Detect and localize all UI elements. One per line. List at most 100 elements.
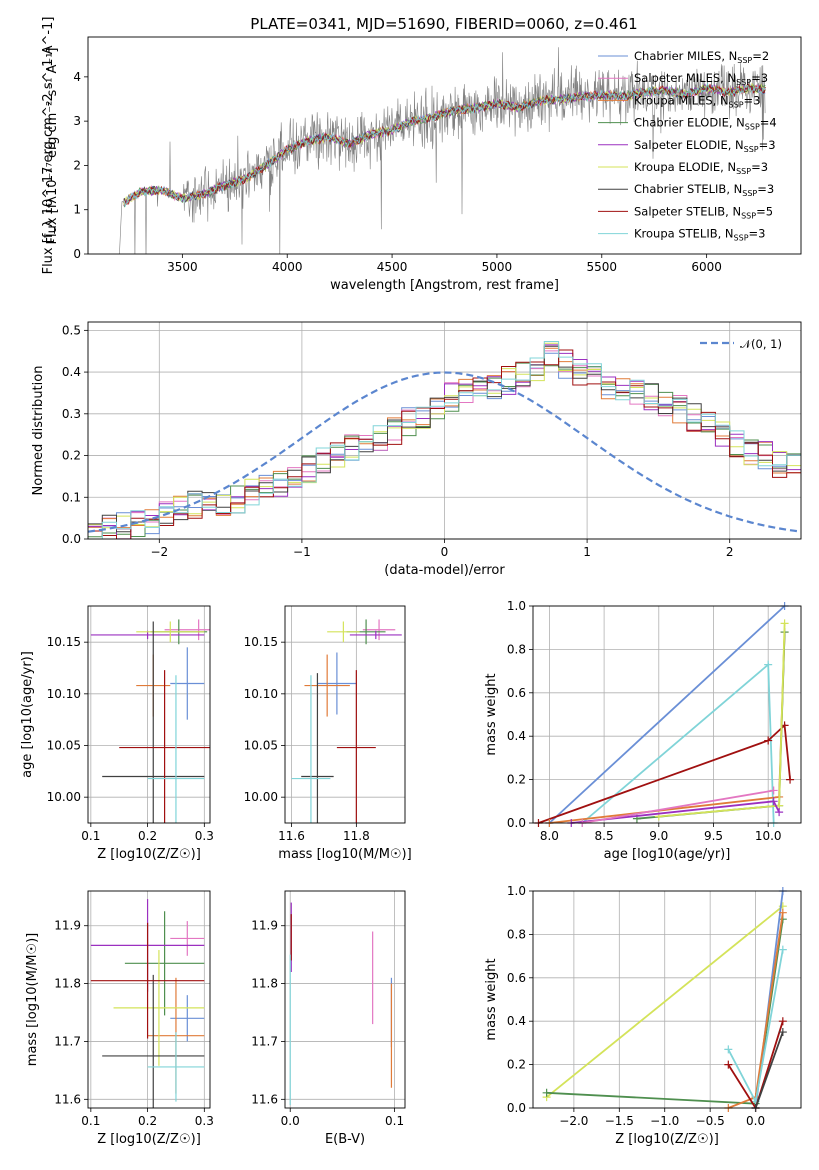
y-tick-label-0: 11.6 (251, 1092, 278, 1106)
x-tick-label-1: 4000 (272, 260, 303, 274)
x-tick-label-4: 0.0 (746, 1114, 765, 1128)
legend-entry-8: Kroupa STELIB, NSSP=3 (634, 227, 765, 243)
y-tick-label-0: 11.6 (54, 1092, 81, 1106)
x-tick-label-1: −1.5 (605, 1114, 634, 1128)
x-tick-label-0: 11.6 (278, 829, 305, 843)
y-tick-label-2: 0.4 (507, 1014, 526, 1028)
y-tick-label-3: 10.15 (47, 635, 81, 649)
x-tick-label-0: −2.0 (559, 1114, 588, 1128)
y-tick-label-1: 11.7 (54, 1034, 81, 1048)
y-tick-label-3: 11.9 (251, 919, 278, 933)
weight-line-6 (754, 1031, 784, 1109)
y-tick-label-2: 0.2 (62, 449, 81, 463)
age-vs-Z-panel: 0.1 0.2 0.3 10.00 10.05 10.10 10.15 Z [log10(Z/… (20, 605, 214, 862)
y-tick-label-3: 0.3 (62, 407, 81, 421)
y-tick-label-1: 0.1 (62, 490, 81, 504)
x-tick-label-2: 0.3 (195, 829, 214, 843)
x-tick-label-1: 11.8 (343, 829, 370, 843)
x-tick-label-1: −1 (293, 545, 311, 559)
x-tick-label-3: −0.5 (696, 1114, 725, 1128)
mass-vs-Z-panel: 0.1 0.2 0.3 11.6 11.7 11.8 11.9 Z [log10(Z/Z☉)]… (25, 890, 214, 1147)
model-line-8 (123, 82, 766, 208)
legend-entry-6: Chabrier STELIB, NSSP=3 (634, 182, 774, 198)
histogram-8 (88, 341, 801, 539)
y-axis-label: mass weight (484, 673, 499, 755)
spectrum-panel: 3500 4000 4500 5000 5500 6000 0 1 2 3 4 wavelength … (41, 17, 802, 293)
weight-vs-Z-panel: −2.0 −1.5 −1.0 −0.5 0.0 0.0 0.2 0.4 0.6 0.8 1.0 Z [… (484, 884, 802, 1147)
weight-line-7 (582, 789, 774, 824)
weight-line-0 (546, 905, 784, 1098)
y-tick-label-3: 0.6 (507, 971, 526, 985)
y-tick-label-2: 10.10 (47, 687, 81, 701)
y-tick-label-1: 10.05 (47, 739, 81, 753)
x-tick-label-3: 5000 (482, 260, 513, 274)
axes-frame (87, 321, 802, 540)
weight-marker-5-0 (724, 1060, 733, 1069)
weight-marker-6-1 (769, 797, 778, 806)
axes-frame (284, 890, 406, 1109)
y-tick-label-1: 10.05 (244, 739, 278, 753)
y-tick-label-2: 11.8 (251, 977, 278, 991)
x-tick-label-2: 9.0 (649, 829, 668, 843)
weight-marker-2-3 (786, 775, 795, 784)
axes-frame (532, 890, 802, 1109)
legend-entry-0: Chabrier MILES, NSSP=2 (634, 49, 769, 65)
x-tick-label-5: 6000 (691, 260, 722, 274)
histogram-6 (88, 345, 801, 533)
x-tick-label-1: 0.2 (138, 829, 157, 843)
x-tick-label-0: 0.1 (81, 1114, 100, 1128)
legend-entry-3: Chabrier ELODIE, NSSP=4 (634, 116, 777, 132)
mass-vs-ebv-panel: 0.0 0.1 11.6 11.7 11.8 11.9 E(B-V) (251, 890, 406, 1147)
weight-marker-4-0 (724, 1045, 733, 1054)
spectrum-lines (119, 47, 766, 254)
errorbars (90, 899, 205, 1108)
weight-marker-6-2 (775, 808, 784, 817)
x-tick-label-4: 5500 (587, 260, 618, 274)
figure-title: PLATE=0341, MJD=51690, FIBERID=0060, z=0… (250, 15, 637, 33)
x-tick-label-4: 2 (726, 545, 734, 559)
weight-marker-4-2 (778, 945, 787, 954)
weight-marker-6-1 (778, 1028, 787, 1037)
y-tick-label-0: 0.0 (507, 1101, 526, 1115)
weight-line-0 (548, 605, 786, 824)
legend-entry-gaussian: 𝒩(0, 1) (740, 337, 782, 351)
x-tick-label-0: 0.1 (81, 829, 100, 843)
x-tick-label-4: 10.0 (755, 829, 782, 843)
age-vs-mass-panel: 11.6 11.8 10.00 10.05 10.10 10.15 mass [log10(… (244, 605, 412, 862)
y-axis-label: Normed distribution (31, 366, 46, 496)
gaussian-curve (88, 371, 801, 533)
y-tick-label-4: 0.4 (62, 365, 81, 379)
x-axis-label: age [log10(age/yr)] (604, 847, 731, 862)
y-tick-label-4: 4 (73, 70, 81, 84)
axes-frame (87, 36, 802, 255)
y-axis-label: Flux [fλ10⁻¹⁷ erg cm⁻² s⁻¹ A⁻¹] (45, 48, 60, 245)
x-tick-label-3: 9.5 (704, 829, 723, 843)
x-tick-label-2: 0.3 (195, 1114, 214, 1128)
y-axis-label: age [log10(age/yr)] (20, 651, 35, 778)
weight-vs-age-panel: 8.0 8.5 9.0 9.5 10.0 0.0 0.2 0.4 0.6 0.8 1.0 age [l… (484, 599, 802, 862)
x-tick-label-0: 0.0 (281, 1114, 300, 1128)
axes-frame (87, 890, 211, 1109)
y-tick-label-1: 11.7 (251, 1034, 278, 1048)
y-tick-label-2: 10.10 (244, 687, 278, 701)
y-tick-label-5: 0.5 (62, 323, 81, 337)
x-tick-label-1: 0.2 (138, 1114, 157, 1128)
y-tick-label-5: 1.0 (507, 599, 526, 613)
weight-lines (534, 602, 795, 827)
x-axis-label: E(B-V) (325, 1132, 365, 1147)
x-tick-label-2: 0 (441, 545, 449, 559)
residuals-panel: −2 −1 0 1 2 0.0 0.1 0.2 0.3 0.4 0.5 (data-model)/er… (31, 321, 802, 578)
x-axis-label: mass [log10(M/M☉)] (278, 847, 411, 862)
legend-entry-7: Salpeter STELIB, NSSP=5 (634, 204, 773, 220)
weight-marker-3-2 (778, 908, 787, 917)
weight-marker-1-0 (542, 1088, 551, 1097)
x-tick-label-0: 8.0 (540, 829, 559, 843)
legend-entry-5: Kroupa ELODIE, NSSP=3 (634, 160, 768, 176)
y-tick-label-2: 2 (73, 158, 81, 172)
axes-frame (284, 605, 406, 824)
y-tick-label-1: 1 (73, 203, 81, 217)
errorbars (90, 619, 210, 823)
y-tick-label-0: 0.0 (507, 816, 526, 830)
y-tick-label-1: 0.2 (507, 1058, 526, 1072)
